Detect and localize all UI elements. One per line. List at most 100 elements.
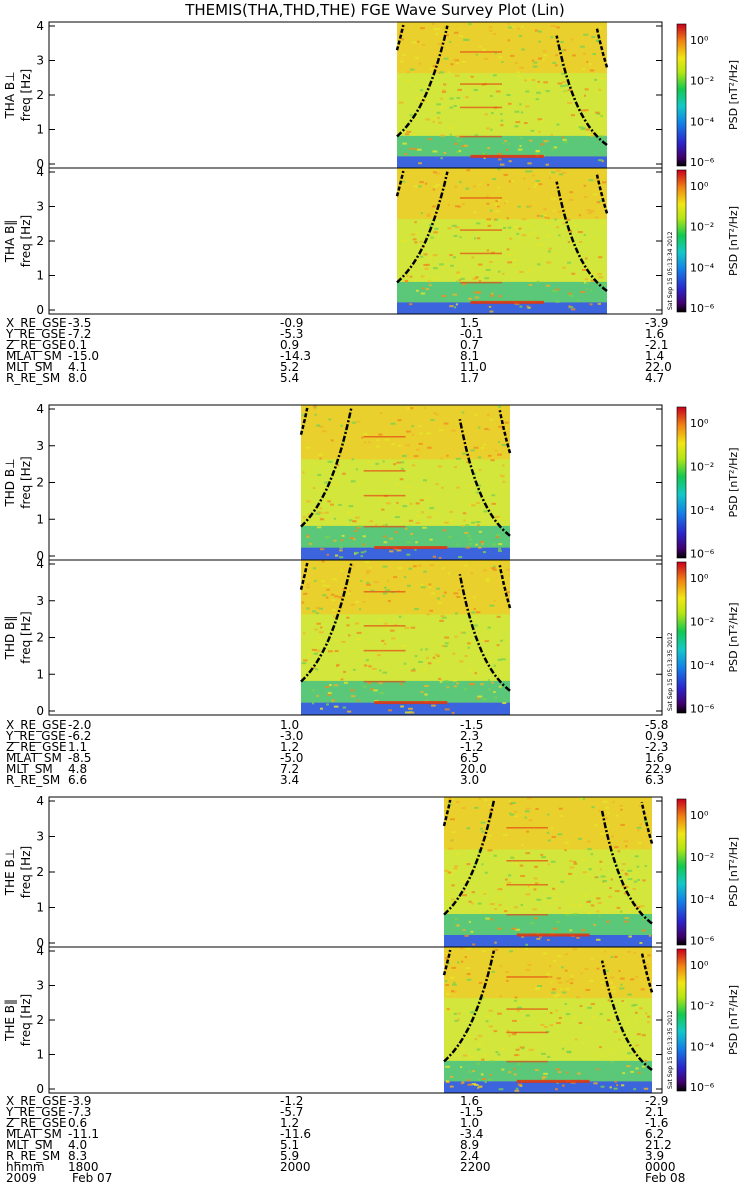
- colorbar-tick-label: 10⁻⁶: [690, 547, 715, 560]
- ephemeris-value: 2.1: [645, 1105, 665, 1119]
- y-axis-label: freq [Hz]: [19, 846, 33, 898]
- ephemeris-value: 3.9: [645, 1149, 665, 1163]
- ephemeris-value: 1800: [68, 1160, 99, 1174]
- colorbar: [676, 23, 687, 167]
- ephemeris-value: 0000: [645, 1160, 676, 1174]
- colorbar: [676, 561, 687, 714]
- ephemeris-label: Z_RE_GSE: [6, 1116, 67, 1130]
- colorbar-label: PSD [nT²/Hz]: [727, 602, 740, 672]
- cyclotron-curve: [555, 181, 608, 292]
- cyclotron-curve: [640, 952, 654, 993]
- y-axis-probe-label: THA B‖: [3, 220, 17, 264]
- ephemeris-value: 5.9: [280, 1149, 300, 1163]
- colorbar-tick-label: 10⁻⁶: [690, 1081, 715, 1094]
- cyclotron-curve: [300, 408, 353, 528]
- colorbar-label: PSD [nT²/Hz]: [727, 447, 740, 517]
- ephemeris-label: X_RE_GSE: [6, 316, 67, 330]
- y-tick-label: 3: [36, 979, 44, 993]
- ephemeris-value: 6.3: [645, 773, 665, 787]
- ephemeris-value: -2.3: [645, 740, 669, 754]
- ephemeris-value: -5.3: [280, 327, 304, 341]
- colorbar-tick-label: 10⁻⁴: [690, 261, 715, 274]
- y-tick-label: 0: [36, 549, 44, 563]
- y-tick-label: 3: [36, 200, 44, 214]
- ephemeris-value: -11.6: [280, 1127, 312, 1141]
- ephemeris-value: 8.9: [460, 1138, 480, 1152]
- ephemeris-value: -14.3: [280, 349, 312, 363]
- ephemeris-value: 1.7: [460, 371, 480, 385]
- ephemeris-value: -8.5: [68, 751, 92, 765]
- y-tick-label: 4: [36, 402, 44, 416]
- colorbar-tick-label: 10⁻⁶: [690, 156, 715, 169]
- ephemeris-label: R_RE_SM: [6, 1149, 61, 1163]
- ephemeris-label: Z_RE_GSE: [6, 338, 67, 352]
- colorbar-tick-label: 10⁻²: [690, 75, 714, 88]
- y-tick-label: 3: [36, 439, 44, 453]
- ephemeris-value: 1.6: [645, 327, 665, 341]
- ephemeris-value: 3.0: [460, 773, 480, 787]
- y-axis-probe-label: THD B⊥: [3, 458, 17, 507]
- cyclotron-curve: [443, 950, 496, 1063]
- colorbar: [676, 798, 687, 946]
- cyclotron-curve: [498, 565, 512, 609]
- spectrogram-panel: 0 1 2 3 4 THD B‖ freq [Hz] 10⁰ 10⁻² 10⁻⁴ 10⁻⁶ PSD […: [3, 557, 740, 718]
- y-tick-label: 4: [36, 794, 44, 808]
- ephemeris-value: -5.8: [645, 718, 669, 732]
- colorbar: [676, 169, 687, 313]
- ephemeris-value: 4.0: [68, 1138, 88, 1152]
- version-stamp: Sat Sep 15 05:13:35 2012: [667, 632, 674, 711]
- ephemeris-label: MLT_SM: [6, 762, 53, 776]
- cyclotron-curve: [640, 802, 654, 844]
- ephemeris-value: 22.9: [645, 762, 672, 776]
- ephemeris-value: 4.1: [68, 360, 88, 374]
- version-stamp: Sat Sep 15 05:13:35 2012: [667, 1010, 674, 1089]
- ephemeris-value: 1.0: [460, 1116, 480, 1130]
- y-axis-label: freq [Hz]: [19, 69, 33, 121]
- colorbar-tick-label: 10⁻⁶: [690, 702, 715, 715]
- colorbar-tick-label: 10⁻²: [690, 1000, 714, 1013]
- ephemeris-value: 4.8: [68, 762, 88, 776]
- ephemeris-label: X_RE_GSE: [6, 1094, 67, 1108]
- y-tick-label: 0: [36, 303, 44, 317]
- ephemeris-label: R_RE_SM: [6, 371, 61, 385]
- date-label-end: Feb 08: [645, 1171, 686, 1185]
- y-tick-label: 1: [36, 512, 44, 526]
- colorbar: [676, 406, 687, 559]
- spectrogram-panel: 0 1 2 3 4 THD B⊥ freq [Hz] 10⁰ 10⁻² 10⁻⁴ 10⁻⁶ PSD […: [3, 402, 740, 563]
- y-tick-label: 3: [36, 830, 44, 844]
- y-tick-label: 2: [36, 88, 44, 102]
- cyclotron-curve: [396, 171, 449, 284]
- date-label-year: 2009: [6, 1171, 37, 1185]
- y-tick-label: 4: [36, 19, 44, 33]
- colorbar-tick-label: 10⁻²: [690, 615, 714, 628]
- colorbar-label: PSD [nT²/Hz]: [727, 985, 740, 1055]
- colorbar-tick-label: 10⁻⁶: [690, 935, 715, 948]
- ephemeris-value: 0.9: [280, 338, 300, 352]
- spectrogram-panel: 0 1 2 3 4 THE B‖ freq [Hz] 10⁰ 10⁻² 10⁻⁴ 10⁻⁶ PSD […: [3, 944, 740, 1096]
- cyclotron-curve: [299, 407, 309, 436]
- colorbar-tick-label: 10⁻⁴: [690, 115, 715, 128]
- y-tick-label: 1: [36, 1048, 44, 1062]
- cyclotron-curve: [595, 27, 609, 68]
- ephemeris-value: 0.9: [645, 729, 665, 743]
- y-tick-label: 2: [36, 865, 44, 879]
- cyclotron-curve: [395, 24, 405, 51]
- ephemeris-value: 2.3: [460, 729, 480, 743]
- ephemeris-value: 0.7: [460, 338, 480, 352]
- ephemeris-value: 6.5: [460, 751, 480, 765]
- y-axis-label: freq [Hz]: [19, 456, 33, 508]
- y-axis-probe-label: THA B⊥: [3, 71, 17, 119]
- colorbar-label: PSD [nT²/Hz]: [727, 60, 740, 130]
- ephemeris-label: Y_RE_GSE: [6, 327, 66, 341]
- cyclotron-curve: [395, 170, 405, 197]
- ephemeris-value: -1.5: [460, 1105, 484, 1119]
- ephemeris-value: 1.4: [645, 349, 665, 363]
- ephemeris-label: MLAT_SM: [6, 1127, 62, 1141]
- colorbar-tick-label: 10⁻²: [690, 851, 714, 864]
- ephemeris-label: R_RE_SM: [6, 773, 61, 787]
- y-axis-label: freq [Hz]: [19, 994, 33, 1046]
- ephemeris-label: Y_RE_GSE: [6, 729, 66, 743]
- ephemeris-value: 2200: [460, 1160, 491, 1174]
- ephemeris-label: X_RE_GSE: [6, 718, 67, 732]
